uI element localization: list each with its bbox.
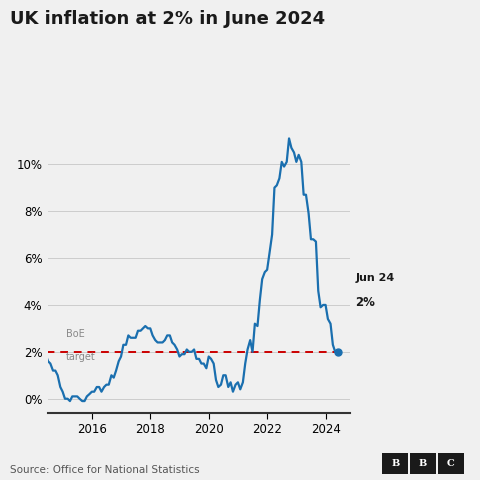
Text: UK inflation at 2% in June 2024: UK inflation at 2% in June 2024 — [10, 10, 325, 28]
Text: Jun 24: Jun 24 — [355, 274, 395, 283]
Text: target: target — [66, 352, 96, 362]
Text: B: B — [391, 459, 399, 468]
Text: BoE: BoE — [66, 329, 84, 339]
Text: B: B — [419, 459, 427, 468]
Text: 2%: 2% — [355, 296, 375, 309]
Text: Source: Office for National Statistics: Source: Office for National Statistics — [10, 465, 199, 475]
Text: C: C — [447, 459, 455, 468]
